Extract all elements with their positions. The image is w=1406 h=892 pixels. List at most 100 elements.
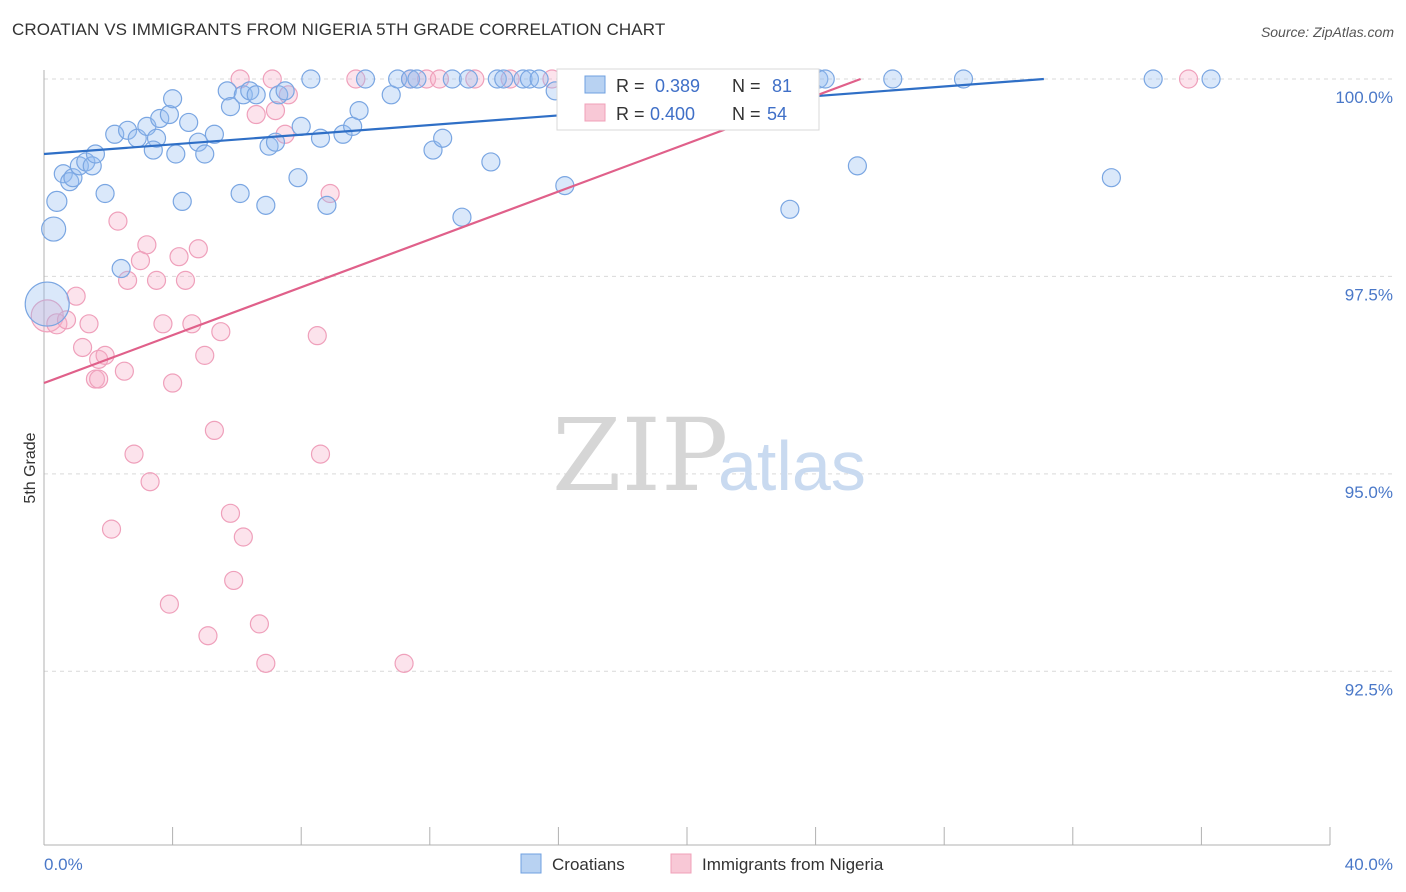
nigeria-point-26 — [195, 345, 215, 365]
croatians-point-49 — [400, 69, 421, 89]
nigeria-point-4 — [72, 337, 93, 358]
stats-swatch-nigeria — [584, 103, 606, 122]
nigeria-point-18 — [146, 270, 167, 290]
croatians-point-39 — [291, 116, 311, 136]
croatians-point-81 — [1201, 69, 1221, 89]
croatians-point-16 — [111, 258, 131, 279]
nigeria-point-17 — [140, 472, 160, 492]
nigeria-point-21 — [163, 373, 183, 393]
y-tick-label-2: 95.0% — [1345, 483, 1393, 502]
y-tick-label-3: 92.5% — [1345, 680, 1393, 699]
croatians-point-3 — [53, 164, 73, 184]
stat-r-value-croatians: 0.389 — [655, 76, 700, 96]
nigeria-point-14 — [124, 444, 144, 464]
nigeria-point-42 — [310, 444, 331, 464]
nigeria-point-33 — [233, 527, 253, 547]
croatians-point-21 — [172, 191, 192, 212]
croatians-point-26 — [204, 124, 224, 144]
croatians-point-40 — [301, 69, 321, 89]
croatians-point-25 — [195, 144, 215, 164]
grid-lines — [44, 78, 1395, 672]
croatians-point-22 — [166, 144, 186, 164]
croatians-point-38 — [288, 168, 308, 188]
x-tick-label-1: 40.0% — [1345, 855, 1393, 874]
croatians-point-15 — [146, 128, 167, 148]
nigeria-point-44 — [346, 69, 366, 89]
croatians-point-17 — [150, 108, 170, 129]
nigeria-point-25 — [188, 239, 208, 259]
stat-r-label-nigeria: R = — [616, 104, 645, 124]
croatians-point-78 — [953, 69, 974, 89]
x-tick-label-0: 0.0% — [44, 855, 83, 874]
croatians-point-80 — [1143, 69, 1163, 89]
croatians-point-2 — [46, 190, 68, 213]
nigeria-point-22 — [169, 247, 189, 267]
nigeria-point-41 — [307, 326, 327, 346]
nigeria-point-53 — [1178, 69, 1199, 89]
croatians-point-20 — [143, 140, 163, 160]
croatians-trend-line — [43, 77, 1044, 156]
legend-label-croatians: Croatians — [552, 855, 625, 874]
croatians-point-75 — [780, 199, 800, 219]
stats-swatch-croatians — [584, 75, 606, 94]
croatians-point-55 — [458, 69, 478, 89]
croatians-point-57 — [494, 69, 514, 89]
croatians-point-46 — [355, 69, 376, 89]
nigeria-point-30 — [220, 503, 241, 523]
legend-swatch-croatians — [520, 853, 542, 874]
croatians-point-76 — [847, 156, 867, 176]
nigeria-point-31 — [224, 570, 244, 591]
croatians-point-19 — [163, 89, 183, 109]
watermark-atlas: atlas — [718, 427, 866, 505]
nigeria-point-34 — [246, 104, 266, 125]
stat-n-value-nigeria: 54 — [767, 104, 787, 124]
stat-r-label-croatians: R = — [616, 76, 645, 96]
croatians-point-79 — [1101, 168, 1121, 188]
croatians-point-8 — [82, 156, 102, 176]
nigeria-point-28 — [204, 420, 224, 441]
nigeria-point-29 — [211, 322, 231, 342]
croatians-point-56 — [487, 69, 507, 89]
nigeria-point-23 — [175, 270, 196, 290]
croatians-point-54 — [452, 207, 472, 227]
croatians-point-33 — [256, 195, 276, 215]
nigeria-point-45 — [394, 653, 414, 673]
nigeria-point-9 — [95, 345, 115, 365]
nigeria-point-2 — [56, 310, 77, 330]
croatians-point-59 — [519, 69, 540, 89]
nigeria-point-27 — [198, 626, 218, 646]
croatians-point-53 — [442, 69, 462, 89]
nigeria-point-11 — [108, 211, 128, 231]
croatians-point-10 — [95, 183, 115, 204]
croatians-point-27 — [217, 81, 237, 101]
chart-title: CROATIAN VS IMMIGRANTS FROM NIGERIA 5TH … — [12, 20, 666, 39]
nigeria-point-38 — [265, 100, 286, 121]
nigeria-point-5 — [79, 314, 99, 334]
croatians-point-28 — [220, 97, 241, 117]
croatians-point-23 — [179, 112, 199, 133]
watermark: ZIP atlas — [552, 397, 866, 514]
nigeria-point-43 — [320, 183, 340, 204]
nigeria-point-36 — [256, 653, 276, 673]
croatians-point-52 — [433, 128, 453, 148]
croatians-point-1 — [41, 216, 67, 242]
croatians-point-9 — [85, 144, 106, 164]
croatians-point-5 — [63, 168, 83, 188]
nigeria-point-13 — [117, 270, 138, 290]
croatians-point-37 — [275, 81, 295, 101]
legend-swatch-nigeria — [670, 853, 692, 874]
nigeria-point-35 — [249, 614, 270, 634]
source-label: Source: ZipAtlas.com — [1260, 24, 1394, 40]
croatians-point-77 — [883, 69, 903, 89]
nigeria-point-20 — [159, 594, 179, 614]
croatians-point-45 — [349, 100, 369, 121]
croatians-point-18 — [159, 104, 179, 125]
croatians-point-0 — [24, 281, 70, 327]
stat-r-value-nigeria: 0.400 — [650, 104, 695, 124]
croatians-point-60 — [529, 69, 549, 89]
stat-n-label-nigeria: N = — [732, 104, 761, 124]
croatians-point-58 — [513, 69, 533, 89]
nigeria-point-3 — [66, 286, 86, 306]
croatians-point-43 — [333, 124, 353, 144]
